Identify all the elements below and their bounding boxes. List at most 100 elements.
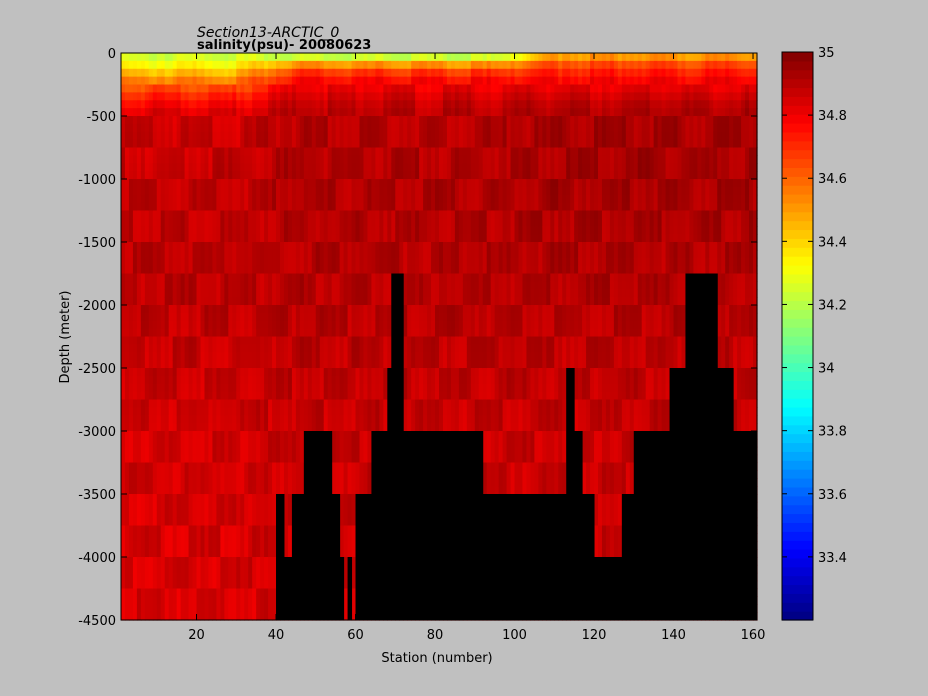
- salinity-cell: [260, 509, 265, 519]
- salinity-cell: [331, 273, 337, 282]
- salinity-cell: [212, 360, 217, 369]
- salinity-cell: [339, 344, 345, 353]
- salinity-cell: [339, 312, 345, 322]
- salinity-cell: [347, 218, 353, 227]
- salinity-cell: [244, 202, 249, 212]
- salinity-cell: [160, 462, 166, 471]
- salinity-cell: [363, 305, 369, 314]
- salinity-cell: [276, 218, 281, 227]
- salinity-cell: [244, 407, 249, 416]
- salinity-cell: [200, 423, 206, 432]
- salinity-cell: [240, 344, 245, 353]
- salinity-cell: [148, 242, 154, 251]
- salinity-cell: [343, 234, 349, 243]
- salinity-cell: [148, 163, 154, 172]
- salinity-cell: [160, 407, 166, 416]
- salinity-cell: [295, 438, 301, 448]
- salinity-cell: [184, 438, 190, 448]
- salinity-cell: [367, 60, 373, 70]
- salinity-cell: [212, 368, 217, 377]
- salinity-cell: [343, 509, 349, 519]
- salinity-cell: [160, 194, 166, 204]
- salinity-cell: [228, 344, 233, 353]
- salinity-cell: [121, 557, 126, 566]
- salinity-cell: [339, 470, 345, 479]
- salinity-cell: [196, 202, 202, 212]
- salinity-cell: [152, 501, 158, 511]
- salinity-cell: [184, 139, 190, 149]
- salinity-cell: [188, 525, 194, 534]
- salinity-cell: [160, 179, 166, 188]
- salinity-cell: [184, 297, 190, 306]
- salinity-cell: [204, 163, 210, 172]
- salinity-cell: [132, 147, 138, 156]
- salinity-cell: [311, 218, 317, 227]
- salinity-cell: [236, 179, 241, 188]
- salinity-cell: [121, 297, 126, 306]
- salinity-cell: [303, 423, 309, 432]
- salinity-cell: [172, 123, 178, 133]
- salinity-cell: [144, 281, 150, 290]
- salinity-cell: [180, 352, 186, 361]
- salinity-cell: [347, 501, 353, 511]
- salinity-cell: [204, 517, 210, 527]
- salinity-cell: [156, 588, 162, 597]
- salinity-cell: [196, 344, 202, 353]
- salinity-cell: [395, 100, 400, 109]
- salinity-cell: [152, 431, 158, 440]
- salinity-cell: [355, 423, 361, 432]
- salinity-cell: [172, 242, 178, 251]
- salinity-cell: [208, 76, 214, 86]
- salinity-cell: [140, 494, 146, 503]
- salinity-cell: [359, 281, 365, 290]
- salinity-cell: [220, 226, 225, 235]
- salinity-cell: [140, 478, 146, 487]
- salinity-cell: [331, 470, 337, 479]
- salinity-cell: [367, 265, 373, 275]
- salinity-cell: [252, 155, 257, 164]
- salinity-cell: [371, 92, 376, 101]
- salinity-cell: [371, 249, 376, 259]
- salinity-cell: [180, 273, 186, 282]
- salinity-cell: [184, 564, 190, 574]
- salinity-cell: [359, 344, 365, 353]
- salinity-cell: [232, 218, 237, 227]
- salinity-cell: [128, 328, 134, 338]
- salinity-cell: [156, 352, 162, 361]
- salinity-cell: [347, 53, 353, 62]
- salinity-cell: [152, 580, 158, 590]
- salinity-cell: [184, 76, 190, 86]
- salinity-cell: [168, 265, 174, 275]
- salinity-cell: [244, 541, 249, 550]
- salinity-cell: [220, 194, 225, 204]
- salinity-cell: [176, 549, 182, 558]
- salinity-cell: [343, 202, 349, 212]
- salinity-cell: [128, 423, 134, 432]
- salinity-cell: [244, 572, 249, 582]
- salinity-cell: [140, 533, 146, 542]
- salinity-cell: [136, 446, 142, 456]
- salinity-cell: [367, 462, 373, 471]
- salinity-cell: [319, 116, 325, 125]
- salinity-cell: [196, 391, 202, 401]
- salinity-cell: [196, 501, 202, 511]
- salinity-cell: [319, 92, 325, 101]
- salinity-cell: [240, 76, 245, 86]
- salinity-cell: [124, 557, 130, 566]
- salinity-cell: [367, 383, 373, 393]
- salinity-cell: [188, 155, 194, 164]
- salinity-cell: [224, 226, 229, 235]
- salinity-cell: [152, 123, 158, 133]
- salinity-cell: [164, 588, 170, 597]
- salinity-cell: [276, 226, 281, 235]
- salinity-cell: [276, 76, 281, 86]
- salinity-cell: [252, 202, 257, 212]
- salinity-cell: [375, 375, 380, 385]
- salinity-cell: [192, 612, 198, 621]
- salinity-cell: [363, 431, 369, 440]
- salinity-cell: [164, 84, 170, 93]
- salinity-cell: [192, 368, 198, 377]
- salinity-cell: [212, 257, 217, 267]
- salinity-cell: [299, 186, 305, 196]
- salinity-cell: [339, 446, 345, 456]
